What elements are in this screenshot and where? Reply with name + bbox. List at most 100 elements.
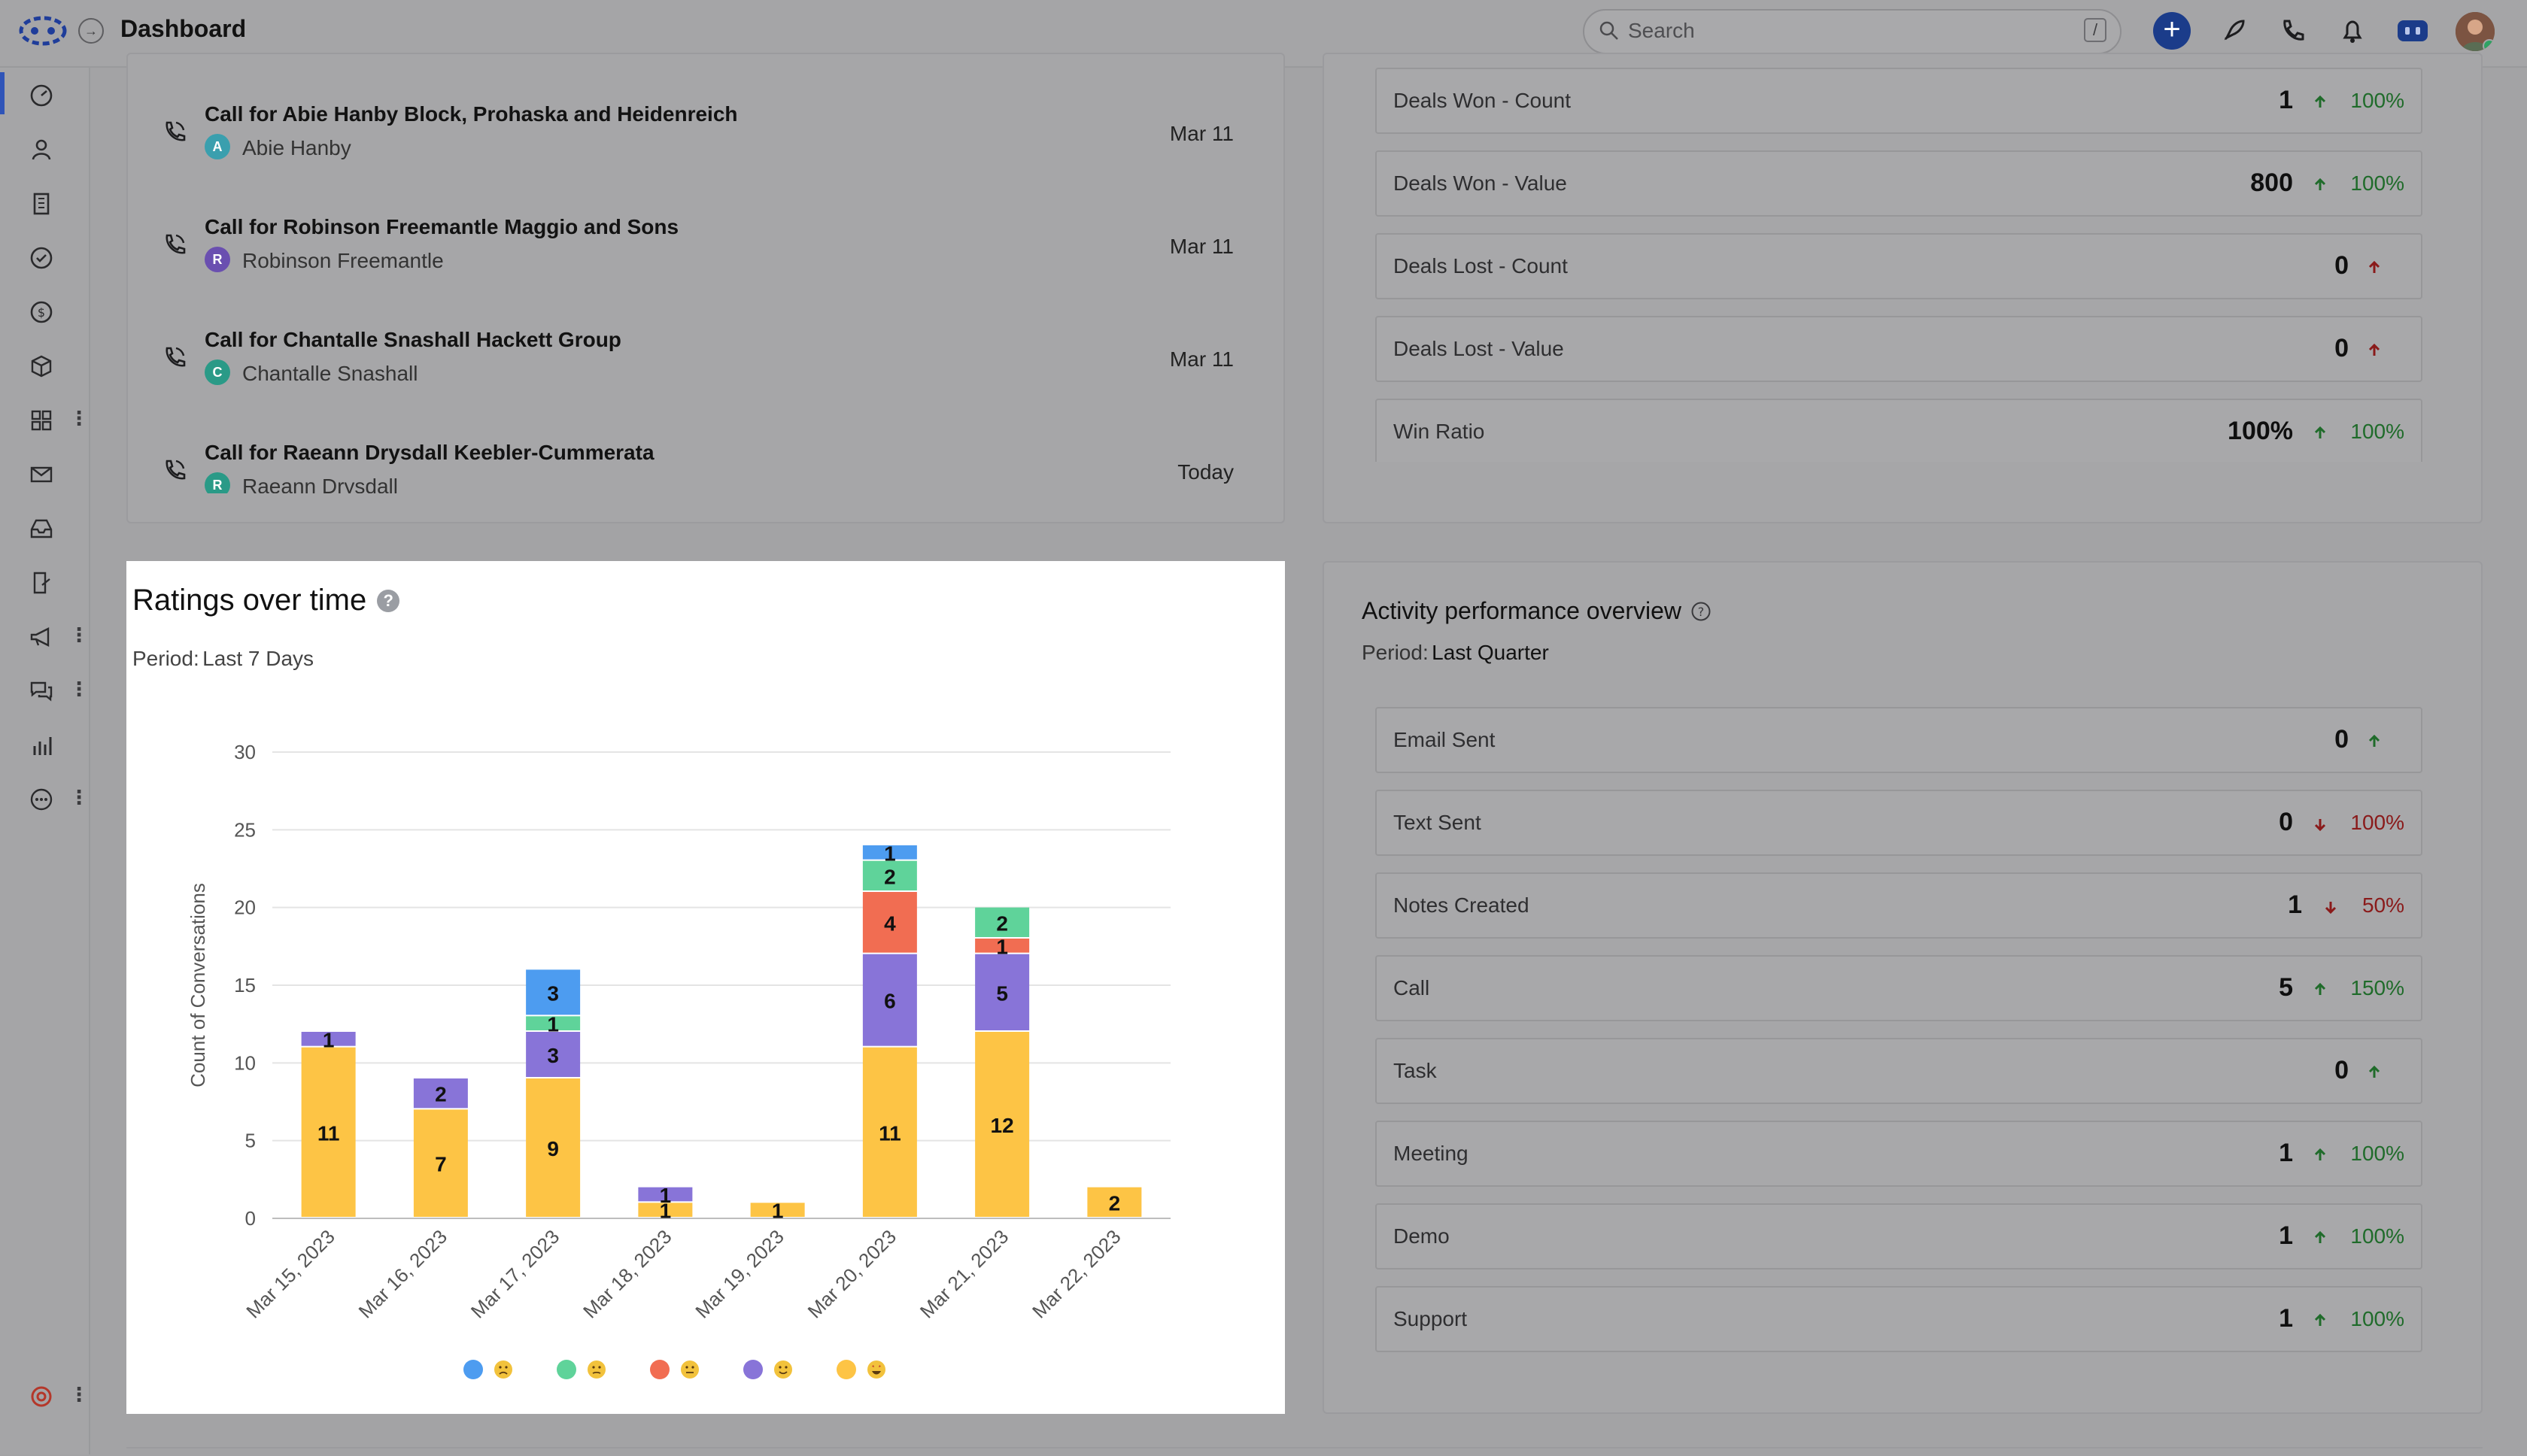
metric-task[interactable]: Task 0 <box>1375 1038 2422 1104</box>
legend-item-good[interactable] <box>743 1360 793 1379</box>
call-row[interactable]: Call for Chantalle Snashall Hackett Grou… <box>128 319 1279 424</box>
metric-demo[interactable]: Demo 1 100% <box>1375 1203 2422 1269</box>
bar-data-label: 11 <box>317 1121 340 1145</box>
bar-segment-poor[interactable] <box>526 1016 581 1030</box>
contact-name[interactable]: Robinson Freemantle <box>242 249 444 272</box>
metric-deals-lost-value[interactable]: Deals Lost - Value 0 <box>1375 316 2422 382</box>
sidebar-item-products[interactable] <box>23 347 60 385</box>
sidebar-item-documents[interactable] <box>23 564 60 602</box>
bar-segment-good[interactable] <box>301 1032 356 1046</box>
sidebar-item-inbox[interactable] <box>23 510 60 548</box>
metric-call[interactable]: Call 5 150% <box>1375 955 2422 1021</box>
search-input[interactable] <box>1626 15 2066 47</box>
period-value[interactable]: Last 7 Days <box>202 647 314 670</box>
sidebar-item-more[interactable] <box>23 781 60 818</box>
metric-value: 1 <box>2288 890 2302 919</box>
sidebar-item-apps[interactable] <box>23 402 60 439</box>
bar-segment-good[interactable] <box>526 1032 581 1077</box>
sidebar-item-reports[interactable] <box>23 726 60 764</box>
arrow-up-icon <box>2314 1230 2326 1243</box>
legend-item-poor[interactable] <box>557 1360 606 1379</box>
sidebar-item-campaigns[interactable] <box>23 618 60 656</box>
bar-data-label: 3 <box>547 981 559 1005</box>
contact-name[interactable]: Abie Hanby <box>242 136 351 159</box>
create-new-button[interactable]: + <box>2153 12 2191 50</box>
bar-segment-excellent[interactable] <box>750 1203 805 1217</box>
mail-icon <box>30 466 53 483</box>
conversations-more-dots-icon[interactable]: ⋮ <box>69 678 89 700</box>
sidebar-item-deals[interactable]: $ <box>23 293 60 331</box>
bar-segment-excellent[interactable] <box>301 1047 356 1217</box>
bar-segment-excellent[interactable] <box>413 1109 468 1217</box>
phone-icon[interactable] <box>2275 14 2310 48</box>
help-icon[interactable]: ? <box>377 589 400 612</box>
ai-assistant-icon[interactable] <box>2395 14 2430 48</box>
bar-segment-very_poor[interactable] <box>862 845 917 860</box>
metric-win-ratio[interactable]: Win Ratio 100% 100% <box>1375 399 2422 462</box>
bar-data-label: 7 <box>435 1153 447 1176</box>
metric-notes-created[interactable]: Notes Created 1 50% <box>1375 872 2422 939</box>
bar-segment-neutral[interactable] <box>862 892 917 953</box>
rocket-icon[interactable] <box>2216 14 2251 48</box>
help-more-dots-icon[interactable]: ⋮ <box>69 1383 89 1406</box>
apps-more-dots-icon[interactable]: ⋮ <box>69 407 89 429</box>
bar-segment-poor[interactable] <box>975 907 1030 937</box>
document-sign-icon <box>33 572 50 594</box>
sidebar-item-companies[interactable] <box>23 185 60 223</box>
metric-percent: 100% <box>2350 420 2404 443</box>
call-row[interactable]: Call for Robinson Freemantle Maggio and … <box>128 206 1279 311</box>
sidebar-item-email[interactable] <box>23 456 60 493</box>
bar-data-label: 1 <box>884 842 896 865</box>
contact-name[interactable]: Raeann Drysdall <box>242 475 398 493</box>
metric-deals-won-count[interactable]: Deals Won - Count 1 100% <box>1375 68 2422 134</box>
bar-segment-poor[interactable] <box>862 860 917 890</box>
sidebar-item-contacts[interactable] <box>23 131 60 168</box>
bar-segment-good[interactable] <box>413 1078 468 1109</box>
user-avatar[interactable] <box>2456 12 2495 51</box>
call-title[interactable]: Call for Robinson Freemantle Maggio and … <box>205 215 679 238</box>
call-row[interactable]: Call for Abie Hanby Block, Prohaska and … <box>128 93 1279 199</box>
legend-item-excellent[interactable] <box>837 1360 886 1379</box>
metric-value: 800 <box>2250 168 2293 197</box>
phone-call-icon <box>166 347 186 367</box>
bar-segment-good[interactable] <box>638 1187 693 1202</box>
metric-text-sent[interactable]: Text Sent 0 100% <box>1375 790 2422 856</box>
call-row[interactable]: Call for Raeann Drysdall Keebler-Cummera… <box>128 432 1279 493</box>
sidebar-item-help[interactable] <box>23 1378 60 1415</box>
bar-segment-good[interactable] <box>862 954 917 1046</box>
bar-segment-excellent[interactable] <box>1087 1187 1142 1217</box>
metric-deals-won-value[interactable]: Deals Won - Value 800 100% <box>1375 150 2422 217</box>
app-logo-icon[interactable] <box>18 14 68 48</box>
contact-name[interactable]: Chantalle Snashall <box>242 362 418 385</box>
help-icon[interactable]: ? <box>1690 601 1711 622</box>
chat-bubbles-icon <box>30 681 53 702</box>
bar-segment-excellent[interactable] <box>862 1047 917 1217</box>
call-title[interactable]: Call for Raeann Drysdall Keebler-Cummera… <box>205 441 655 464</box>
legend-item-very-poor[interactable] <box>463 1360 513 1379</box>
sidebar-item-dashboard[interactable] <box>23 77 60 114</box>
sidebar-item-conversations[interactable] <box>23 672 60 710</box>
bar-segment-excellent[interactable] <box>638 1203 693 1217</box>
bar-segment-good[interactable] <box>975 954 1030 1030</box>
period-value[interactable]: Last Quarter <box>1432 641 1549 664</box>
call-title[interactable]: Call for Abie Hanby Block, Prohaska and … <box>205 102 738 126</box>
call-title[interactable]: Call for Chantalle Snashall Hackett Grou… <box>205 328 621 351</box>
bar-segment-neutral[interactable] <box>975 939 1030 953</box>
legend-item-neutral[interactable] <box>650 1360 700 1379</box>
bar-segment-excellent[interactable] <box>975 1032 1030 1217</box>
bell-icon[interactable] <box>2335 14 2370 48</box>
campaigns-more-dots-icon[interactable]: ⋮ <box>69 623 89 646</box>
bar-segment-very_poor[interactable] <box>526 969 581 1015</box>
metric-support[interactable]: Support 1 100% <box>1375 1286 2422 1352</box>
bar-segment-excellent[interactable] <box>526 1078 581 1217</box>
check-circle-icon <box>30 247 53 269</box>
bar-chart-icon <box>33 737 52 755</box>
metric-label: Email Sent <box>1393 728 1496 751</box>
metric-deals-lost-count[interactable]: Deals Lost - Count 0 <box>1375 233 2422 299</box>
more-menu-dots-icon[interactable]: ⋮ <box>69 786 89 808</box>
metric-meeting[interactable]: Meeting 1 100% <box>1375 1121 2422 1187</box>
sidebar-toggle-arrow-icon[interactable]: → <box>78 18 104 44</box>
sidebar-item-tasks[interactable] <box>23 239 60 277</box>
metric-label: Call <box>1393 976 1430 999</box>
metric-email-sent[interactable]: Email Sent 0 <box>1375 707 2422 773</box>
